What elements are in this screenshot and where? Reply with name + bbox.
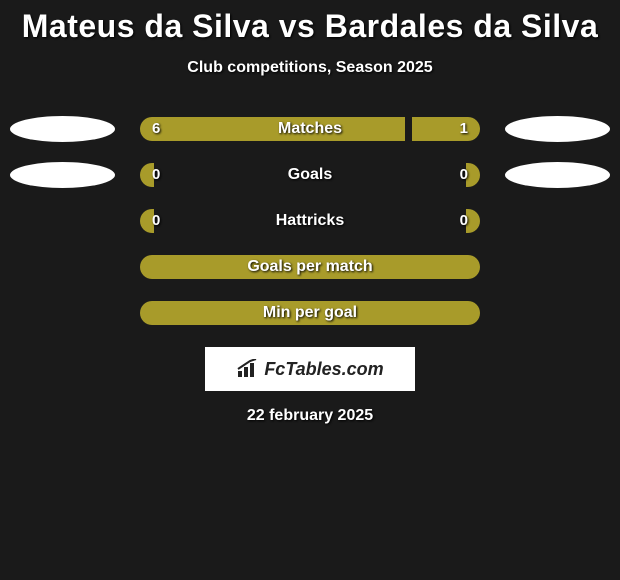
- stat-row-gpm: Goals per match: [0, 255, 620, 279]
- player-right-indicator: [505, 162, 610, 188]
- player-left-indicator: [10, 162, 115, 188]
- stat-row-mpg: Min per goal: [0, 301, 620, 325]
- subtitle: Club competitions, Season 2025: [0, 59, 620, 77]
- logo-text: FcTables.com: [264, 359, 383, 380]
- bar-goals: 0 0 Goals: [140, 163, 480, 187]
- bar-label: Min per goal: [140, 301, 480, 325]
- bar-mpg: Min per goal: [140, 301, 480, 325]
- bar-gpm: Goals per match: [140, 255, 480, 279]
- bar-label: Hattricks: [140, 209, 480, 233]
- bar-label: Goals: [140, 163, 480, 187]
- date-label: 22 february 2025: [0, 407, 620, 425]
- stat-row-hattricks: 0 0 Hattricks: [0, 209, 620, 233]
- bar-label: Matches: [140, 117, 480, 141]
- bar-matches: 6 1 Matches: [140, 117, 480, 141]
- bar-hattricks: 0 0 Hattricks: [140, 209, 480, 233]
- stat-row-matches: 6 1 Matches: [0, 117, 620, 141]
- stat-row-goals: 0 0 Goals: [0, 163, 620, 187]
- chart-icon: [236, 359, 260, 379]
- page-title: Mateus da Silva vs Bardales da Silva: [0, 0, 620, 45]
- logo-box: FcTables.com: [205, 347, 415, 391]
- player-right-indicator: [505, 116, 610, 142]
- bar-label: Goals per match: [140, 255, 480, 279]
- stat-bars: 6 1 Matches 0 0 Goals 0 0: [0, 117, 620, 325]
- player-left-indicator: [10, 116, 115, 142]
